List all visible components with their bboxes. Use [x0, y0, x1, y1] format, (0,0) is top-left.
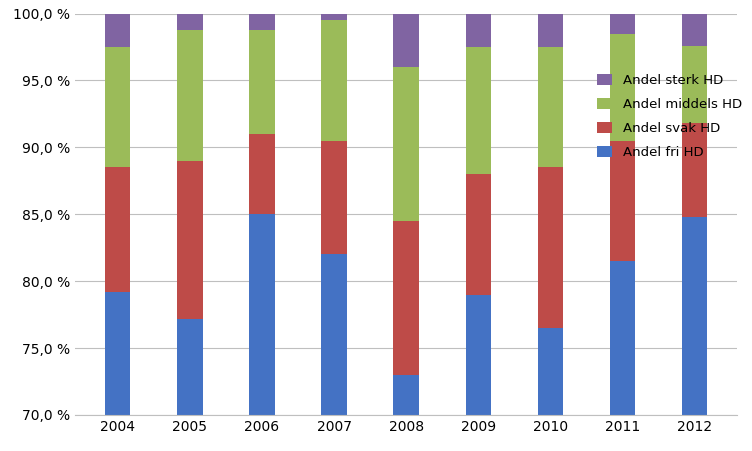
Bar [105, 292, 131, 415]
Bar [538, 47, 562, 167]
Bar [393, 375, 419, 415]
Bar [177, 318, 202, 415]
Bar [393, 67, 419, 221]
Bar [538, 328, 562, 415]
Bar [321, 254, 347, 415]
Bar [250, 14, 274, 30]
Bar [321, 141, 347, 254]
Bar [250, 30, 274, 134]
Bar [177, 14, 202, 30]
Bar [681, 123, 707, 217]
Bar [681, 14, 707, 46]
Bar [465, 47, 491, 174]
Bar [465, 295, 491, 415]
Bar [105, 14, 131, 47]
Bar [250, 214, 274, 415]
Bar [610, 141, 635, 261]
Bar [105, 167, 131, 292]
Bar [105, 47, 131, 167]
Bar [465, 174, 491, 295]
Bar [681, 46, 707, 123]
Bar [538, 167, 562, 328]
Bar [465, 14, 491, 47]
Bar [610, 14, 635, 34]
Bar [177, 161, 202, 318]
Bar [393, 221, 419, 375]
Legend: Andel sterk HD, Andel middels HD, Andel svak HD, Andel fri HD: Andel sterk HD, Andel middels HD, Andel … [591, 68, 747, 164]
Bar [610, 34, 635, 141]
Bar [538, 14, 562, 47]
Bar [321, 20, 347, 141]
Bar [250, 134, 274, 214]
Bar [177, 30, 202, 161]
Bar [393, 14, 419, 67]
Bar [321, 14, 347, 20]
Bar [610, 261, 635, 415]
Bar [681, 217, 707, 415]
